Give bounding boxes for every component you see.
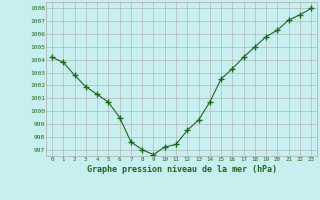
- X-axis label: Graphe pression niveau de la mer (hPa): Graphe pression niveau de la mer (hPa): [87, 165, 276, 174]
